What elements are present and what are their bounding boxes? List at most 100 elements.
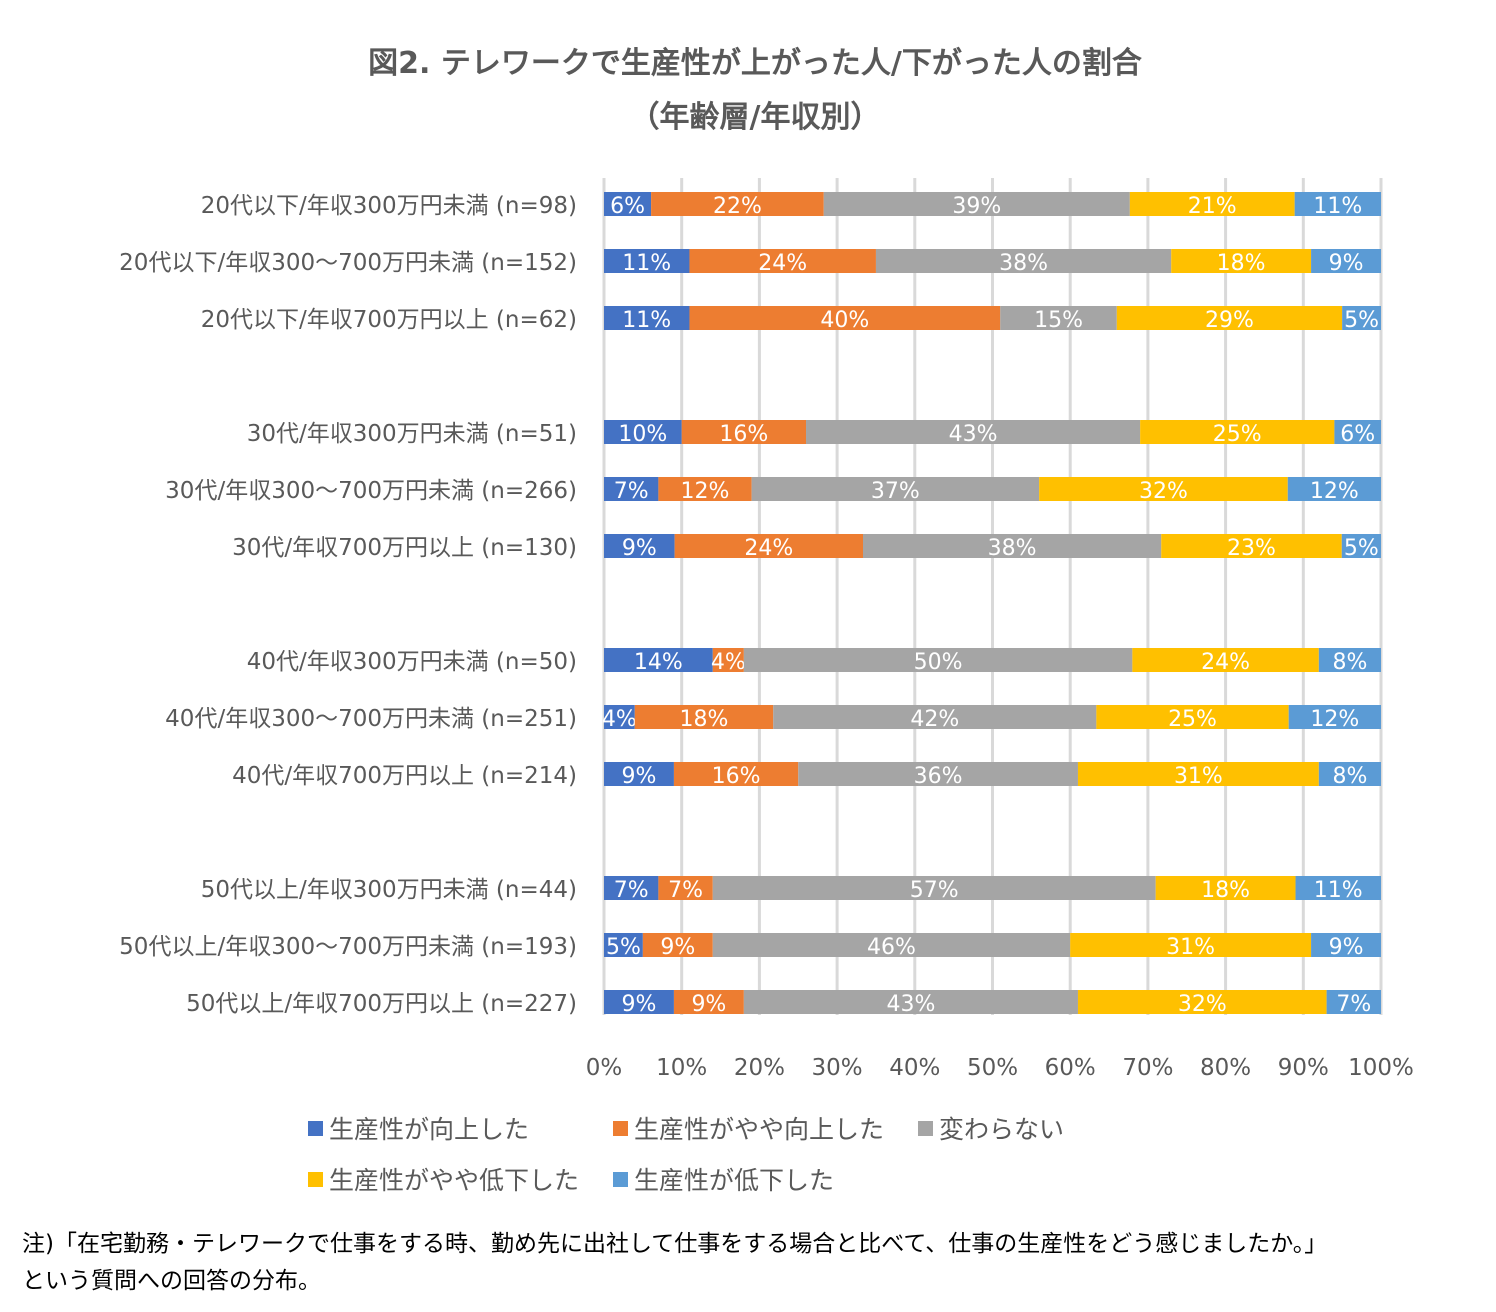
- legend-label: 変わらない: [939, 1115, 1065, 1144]
- data-label: 16%: [719, 422, 768, 447]
- bar-segment: [604, 420, 682, 444]
- bar-segment: [1132, 648, 1319, 672]
- category-label: 30代/年収300～700万円未満 (n=266): [165, 478, 577, 504]
- bar-segment: [604, 192, 652, 216]
- legend-label: 生産性が向上した: [329, 1115, 530, 1144]
- data-label: 24%: [758, 251, 807, 276]
- data-label: 5%: [1344, 536, 1379, 561]
- legend-swatch: [308, 1171, 323, 1187]
- bar-segment: [604, 705, 635, 729]
- legend-label: 生産性が低下した: [634, 1166, 835, 1195]
- data-label: 43%: [886, 992, 935, 1017]
- data-label: 18%: [1201, 878, 1250, 903]
- data-label: 22%: [713, 194, 762, 219]
- bar-segment: [674, 534, 863, 558]
- bar-segment: [751, 477, 1040, 501]
- bar-segment: [1000, 306, 1117, 330]
- bar-segment: [689, 249, 876, 273]
- category-label: 30代/年収700万円以上 (n=130): [232, 535, 577, 561]
- data-label: 14%: [634, 650, 683, 675]
- data-label: 11%: [622, 251, 671, 276]
- data-label: 9%: [1329, 251, 1364, 276]
- data-label: 10%: [618, 422, 667, 447]
- bar-segment: [1077, 990, 1327, 1014]
- data-label: 29%: [1205, 308, 1254, 333]
- bar-segment: [604, 876, 659, 900]
- data-label: 38%: [999, 251, 1048, 276]
- data-label: 25%: [1213, 422, 1262, 447]
- bar-segment: [604, 306, 690, 330]
- data-label: 36%: [914, 764, 963, 789]
- data-label: 7%: [1336, 992, 1371, 1017]
- bar-segment: [806, 420, 1141, 444]
- data-label: 8%: [1332, 764, 1367, 789]
- data-label: 11%: [1314, 878, 1363, 903]
- bar-segment: [1070, 933, 1312, 957]
- bar-segment: [1311, 249, 1381, 273]
- category-label: 20代以下/年収300万円未満 (n=98): [201, 193, 577, 219]
- data-label: 12%: [1310, 707, 1359, 732]
- x-tick-label: 50%: [967, 1055, 1018, 1081]
- bar-segment: [1294, 192, 1381, 216]
- data-label: 7%: [614, 878, 649, 903]
- bar-segment: [689, 306, 1001, 330]
- category-label: 30代/年収300万円未満 (n=51): [247, 421, 577, 447]
- bar-segment: [604, 534, 675, 558]
- bar-segment: [658, 876, 713, 900]
- data-label: 18%: [680, 707, 729, 732]
- legend-item-4: 生産性が低下した: [613, 1161, 834, 1197]
- legend-item-2: 変わらない: [918, 1110, 1064, 1146]
- bar-segment: [604, 477, 659, 501]
- bar-segment: [604, 762, 674, 786]
- category-label: 20代以下/年収300～700万円未満 (n=152): [119, 250, 577, 276]
- bar-segment: [1140, 420, 1335, 444]
- x-tick-label: 60%: [1045, 1055, 1096, 1081]
- x-tick-label: 100%: [1348, 1055, 1414, 1081]
- bar-segment: [863, 534, 1162, 558]
- bar-segment: [1116, 306, 1343, 330]
- legend-swatch: [308, 1120, 323, 1136]
- chart-title: 図2. テレワークで生産性が上がった人/下がった人の割合: [368, 46, 1142, 81]
- data-label: 32%: [1178, 992, 1227, 1017]
- legend-item-3: 生産性がやや低下した: [308, 1161, 579, 1197]
- category-label: 40代/年収700万円以上 (n=214): [232, 763, 577, 789]
- bar-segment: [1077, 762, 1319, 786]
- legend-swatch: [613, 1171, 628, 1187]
- category-label: 40代/年収300～700万円未満 (n=251): [165, 706, 577, 732]
- data-label: 11%: [622, 308, 671, 333]
- data-label: 9%: [691, 992, 726, 1017]
- data-label: 15%: [1034, 308, 1083, 333]
- legend-label: 生産性がやや向上した: [634, 1115, 885, 1144]
- bar-segment: [634, 705, 774, 729]
- data-label: 9%: [1329, 935, 1364, 960]
- data-label: 21%: [1188, 194, 1237, 219]
- legend-item-0: 生産性が向上した: [308, 1110, 529, 1146]
- bar-segment: [823, 192, 1130, 216]
- bar-segment: [743, 648, 1133, 672]
- bar-segment: [1295, 876, 1381, 900]
- data-label: 9%: [622, 536, 657, 561]
- bar-segment: [1129, 192, 1295, 216]
- data-label: 5%: [606, 935, 641, 960]
- data-label: 18%: [1217, 251, 1266, 276]
- data-label: 38%: [988, 536, 1037, 561]
- bar-segment: [1342, 306, 1381, 330]
- data-label: 6%: [1340, 422, 1375, 447]
- data-label: 42%: [910, 707, 959, 732]
- data-label: 9%: [660, 935, 695, 960]
- bar-segment: [1311, 933, 1381, 957]
- data-label: 7%: [668, 878, 703, 903]
- bar-segment: [875, 249, 1172, 273]
- chart-subtitle: （年齢層/年収別）: [629, 100, 881, 135]
- x-tick-label: 0%: [586, 1055, 623, 1081]
- bar-segment: [712, 648, 744, 672]
- data-label: 24%: [744, 536, 793, 561]
- data-label: 12%: [1310, 479, 1359, 504]
- data-label: 7%: [614, 479, 649, 504]
- category-label: 40代/年収300万円未満 (n=50): [247, 649, 577, 675]
- data-label: 9%: [622, 992, 657, 1017]
- data-label: 4%: [711, 650, 746, 675]
- legend-swatch: [918, 1120, 933, 1136]
- x-tick-label: 10%: [656, 1055, 707, 1081]
- data-label: 23%: [1227, 536, 1276, 561]
